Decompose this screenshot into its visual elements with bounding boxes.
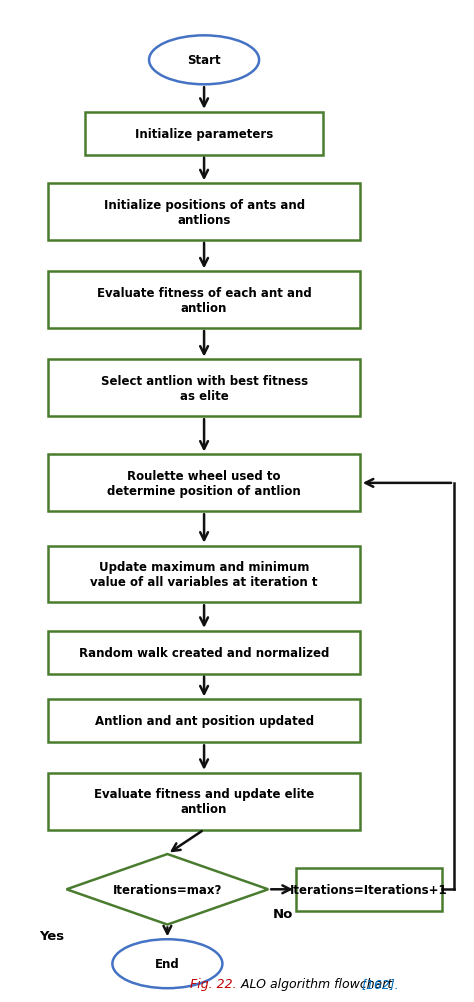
FancyBboxPatch shape [296, 868, 442, 911]
Text: [162].: [162]. [361, 977, 399, 990]
Text: Iterations=max?: Iterations=max? [113, 883, 222, 896]
FancyBboxPatch shape [48, 184, 360, 240]
Text: Iterations=Iterations+1: Iterations=Iterations+1 [290, 883, 448, 896]
Text: Initialize positions of ants and
antlions: Initialize positions of ants and antlion… [103, 198, 305, 226]
FancyBboxPatch shape [48, 699, 360, 742]
FancyBboxPatch shape [48, 773, 360, 830]
Ellipse shape [149, 36, 259, 85]
Ellipse shape [112, 939, 222, 988]
FancyBboxPatch shape [48, 455, 360, 512]
Text: Antlion and ant position updated: Antlion and ant position updated [94, 714, 314, 727]
Text: No: No [273, 907, 293, 920]
Text: Roulette wheel used to
determine position of antlion: Roulette wheel used to determine positio… [107, 469, 301, 497]
Text: Start: Start [187, 54, 221, 67]
FancyBboxPatch shape [48, 360, 360, 417]
FancyBboxPatch shape [85, 112, 323, 155]
Text: Select antlion with best fitness
as elite: Select antlion with best fitness as elit… [100, 375, 308, 403]
Polygon shape [66, 854, 268, 925]
Text: Yes: Yes [39, 930, 64, 943]
FancyBboxPatch shape [48, 546, 360, 603]
Text: Evaluate fitness and update elite
antlion: Evaluate fitness and update elite antlio… [94, 788, 314, 816]
Text: ALO algorithm flowchart: ALO algorithm flowchart [237, 977, 396, 990]
Text: End: End [155, 957, 180, 970]
FancyBboxPatch shape [48, 631, 360, 674]
FancyBboxPatch shape [48, 273, 360, 329]
Text: Evaluate fitness of each ant and
antlion: Evaluate fitness of each ant and antlion [97, 287, 311, 315]
Text: Update maximum and minimum
value of all variables at iteration t: Update maximum and minimum value of all … [91, 560, 318, 588]
Text: Fig. 22.: Fig. 22. [191, 977, 237, 990]
Text: Initialize parameters: Initialize parameters [135, 127, 273, 140]
Text: Random walk created and normalized: Random walk created and normalized [79, 646, 329, 659]
